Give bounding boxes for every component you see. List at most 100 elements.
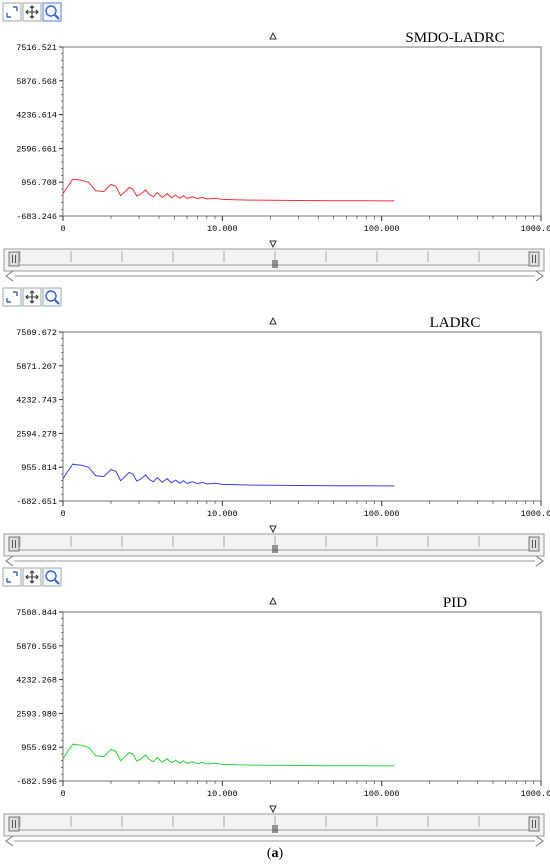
range-scrollbar[interactable] — [3, 813, 545, 847]
y-tick-label: 5871.207 — [16, 362, 57, 372]
right-handle[interactable] — [528, 536, 540, 552]
left-handle-grip-icon[interactable] — [12, 820, 16, 828]
y-tick-label: 5876.568 — [16, 77, 57, 87]
scrollbar-track[interactable] — [3, 813, 545, 837]
pan-move-glyph[interactable] — [25, 290, 39, 304]
scroll-down-arrow-icon[interactable] — [269, 240, 277, 249]
chart-svg-ladrc: LADRC 7509.672 5871.207 4232.743 2594.278 955… — [2, 287, 550, 567]
left-handle-grip-icon[interactable] — [12, 255, 16, 263]
y-tick-label: 2593.980 — [16, 709, 57, 719]
zoom-box-icon[interactable] — [2, 567, 22, 587]
chart-panel-pid: PID 7508.844 5870.556 4232.268 2593.980 955.6… — [0, 565, 550, 848]
x-tick-label: 1000.000 — [521, 224, 550, 234]
range-scrollbar[interactable] — [3, 248, 545, 282]
zoom-box-glyph[interactable] — [6, 6, 18, 18]
zoom-box-icon[interactable] — [2, 287, 22, 307]
scroll-left-icon[interactable] — [5, 555, 14, 567]
pan-move-glyph[interactable] — [25, 5, 39, 19]
x-tick-label: 100.000 — [364, 509, 400, 519]
right-handle-grip-icon[interactable] — [532, 540, 536, 548]
zoom-magnifier-handle[interactable] — [54, 299, 60, 305]
series-line — [62, 178, 395, 202]
scrollbar-track[interactable] — [3, 248, 545, 272]
caption-open: ( — [266, 846, 272, 861]
chart-panel-ladrc: LADRC 7509.672 5871.207 4232.743 2594.278 955… — [0, 285, 550, 568]
pan-move-icon[interactable] — [22, 2, 42, 22]
x-tick-label: 0 — [60, 509, 65, 519]
x-tick-label: 100.000 — [364, 789, 400, 799]
zoom-box-icon[interactable] — [2, 2, 22, 22]
zoom-box-frame[interactable] — [2, 567, 22, 587]
scroll-left-icon[interactable] — [5, 270, 14, 282]
plot-frame — [62, 331, 542, 502]
y-tick-label: -683.246 — [16, 212, 57, 222]
right-handle-grip-icon[interactable] — [532, 255, 536, 263]
scroll-right-icon[interactable] — [535, 555, 544, 567]
y-tick-label: 7516.521 — [16, 43, 57, 53]
y-tick-label: 2596.661 — [16, 144, 57, 154]
zoom-box-glyph[interactable] — [6, 571, 18, 583]
right-handle[interactable] — [528, 251, 540, 267]
x-tick-label: 10.000 — [207, 509, 238, 519]
zoom-magnifier-icon[interactable] — [42, 567, 62, 587]
y-tick-label: 956.708 — [21, 178, 57, 188]
plot-frame — [62, 46, 542, 217]
zoom-magnifier-handle[interactable] — [54, 14, 60, 20]
zoom-magnifier-lens[interactable] — [45, 570, 57, 582]
chart-toolbar — [2, 567, 62, 587]
x-tick-label: 1000.000 — [521, 509, 550, 519]
zoom-magnifier-icon[interactable] — [42, 287, 62, 307]
figure-caption: (a) — [0, 846, 550, 862]
left-handle[interactable] — [8, 536, 20, 552]
left-handle[interactable] — [8, 816, 20, 832]
left-handle[interactable] — [8, 251, 20, 267]
scroll-down-arrow-icon[interactable] — [269, 805, 277, 814]
plot-frame — [62, 611, 542, 782]
scrollbar-track[interactable] — [3, 533, 545, 557]
y-tick-label: 955.692 — [21, 743, 57, 753]
right-handle[interactable] — [528, 816, 540, 832]
scroll-left-icon[interactable] — [5, 835, 14, 847]
x-tick-label: 0 — [60, 789, 65, 799]
zoom-box-frame[interactable] — [2, 2, 22, 22]
scroll-right-icon[interactable] — [535, 270, 544, 282]
zoom-box-frame[interactable] — [2, 287, 22, 307]
center-grip-icon[interactable] — [272, 825, 278, 833]
zoom-magnifier-lens[interactable] — [45, 5, 57, 17]
pan-move-glyph[interactable] — [25, 570, 39, 584]
chart-toolbar — [2, 2, 62, 22]
right-handle-grip-icon[interactable] — [532, 820, 536, 828]
y-tick-label: 4232.268 — [16, 676, 57, 686]
series-line — [62, 463, 395, 487]
y-tick-label: 4232.743 — [16, 396, 57, 406]
chart-title: SMDO-LADRC — [405, 30, 504, 46]
series-line — [62, 743, 395, 767]
left-handle-grip-icon[interactable] — [12, 540, 16, 548]
x-tick-label: 1000.000 — [521, 789, 550, 799]
scroll-right-icon[interactable] — [535, 835, 544, 847]
caption-close: ) — [278, 846, 284, 861]
scroll-up-arrow-icon[interactable] — [269, 596, 277, 605]
x-tick-label: 10.000 — [207, 789, 238, 799]
pan-move-icon[interactable] — [22, 567, 42, 587]
zoom-box-glyph[interactable] — [6, 291, 18, 303]
range-scrollbar[interactable] — [3, 533, 545, 567]
caption-letter: a — [271, 846, 279, 861]
zoom-magnifier-handle[interactable] — [54, 579, 60, 585]
x-tick-label: 0 — [60, 224, 65, 234]
center-grip-icon[interactable] — [272, 260, 278, 268]
zoom-magnifier-lens[interactable] — [45, 290, 57, 302]
center-grip-icon[interactable] — [272, 545, 278, 553]
y-tick-label: 7509.672 — [16, 328, 57, 338]
y-tick-label: -682.596 — [16, 777, 57, 787]
zoom-magnifier-icon[interactable] — [42, 2, 62, 22]
pan-move-icon[interactable] — [22, 287, 42, 307]
x-tick-label: 10.000 — [207, 224, 238, 234]
y-tick-label: 955.814 — [21, 463, 57, 473]
scroll-up-arrow-icon[interactable] — [269, 31, 277, 40]
chart-toolbar — [2, 287, 62, 307]
y-tick-label: 5870.556 — [16, 642, 57, 652]
scroll-up-arrow-icon[interactable] — [269, 316, 277, 325]
chart-title: LADRC — [430, 315, 481, 331]
scroll-down-arrow-icon[interactable] — [269, 525, 277, 534]
